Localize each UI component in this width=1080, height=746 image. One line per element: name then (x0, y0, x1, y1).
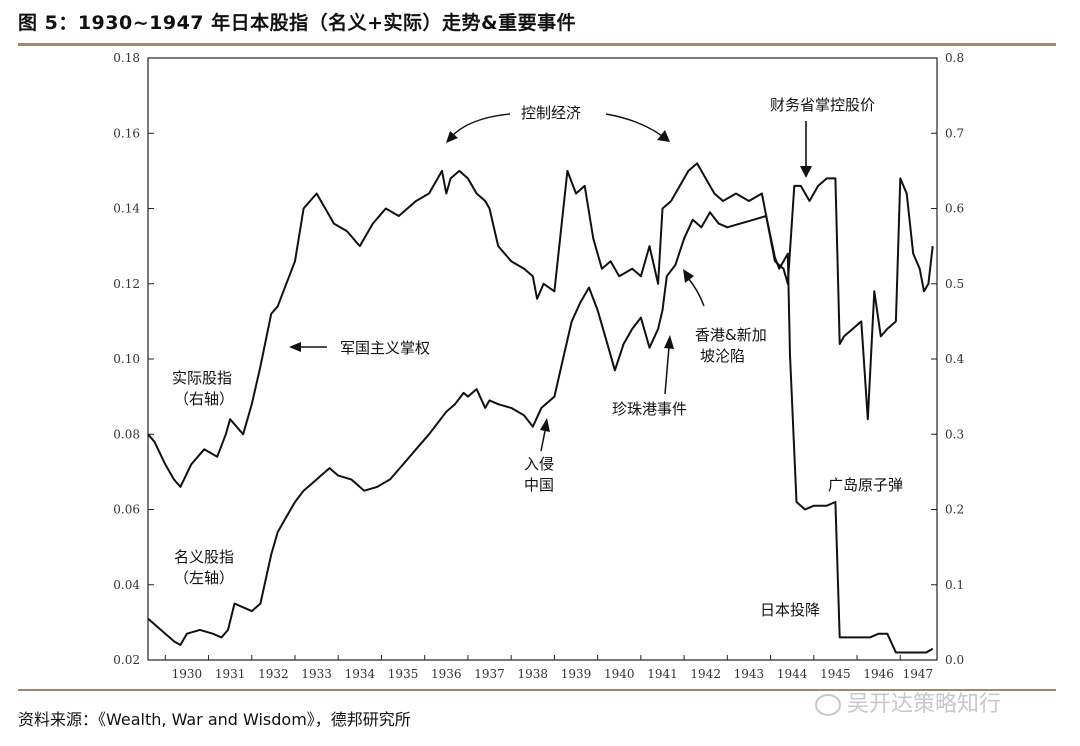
annotation-hk-line2: 坡沦陷 (700, 347, 745, 365)
series-line-real-index (147, 162, 934, 488)
arrow-hk (687, 277, 705, 307)
x-tick-label: 1941 (647, 667, 678, 681)
right-tick-label: 0.7 (945, 126, 964, 140)
arrowhead-control-right (657, 130, 670, 142)
x-tick-label: 1934 (345, 667, 376, 681)
left-tick-label: 0.18 (113, 51, 140, 65)
wechat-icon (815, 694, 841, 716)
annotation-invade-line2: 中国 (524, 476, 554, 494)
right-tick-label: 0.5 (945, 277, 964, 291)
source-note: 资料来源：《Wealth, War and Wisdom》，德邦研究所 (18, 710, 411, 729)
footer-divider (18, 689, 1056, 691)
x-tick-label: 1933 (301, 667, 332, 681)
annotation-hiroshima: 广岛原子弹 (828, 476, 903, 494)
right-tick-label: 0.3 (945, 427, 964, 441)
arrowhead-mof (800, 166, 812, 178)
right-tick-label: 0.0 (945, 653, 964, 667)
title-divider (18, 43, 1056, 46)
x-tick-label: 1931 (215, 667, 246, 681)
label-real-index-line2: （右轴） (174, 390, 234, 408)
annotation-control-economy: 控制经济 (521, 104, 581, 122)
plot-frame (147, 57, 938, 661)
x-tick-label: 1935 (388, 667, 419, 681)
arrow-control-right (605, 113, 663, 137)
x-tick-label: 1945 (820, 667, 851, 681)
right-tick-label: 0.2 (945, 503, 964, 517)
watermark-text: 吴开达策略知行 (847, 692, 1002, 717)
right-tick-label: 0.4 (945, 352, 964, 366)
annotation-surrender: 日本投降 (760, 601, 820, 619)
arrow-pearl (664, 346, 670, 395)
x-tick-label: 1943 (734, 667, 765, 681)
series-line-nominal-index (147, 211, 934, 654)
right-tick-label: 0.1 (945, 578, 964, 592)
left-tick-label: 0.16 (113, 126, 140, 140)
x-tick-label: 1937 (474, 667, 505, 681)
x-tick-label: 1944 (777, 667, 808, 681)
watermark: 吴开达策略知行 (815, 686, 1001, 718)
arrow-control-left (451, 113, 511, 137)
chart-title: 图 5：1930~1947 年日本股指（名义+实际）走势&重要事件 (18, 12, 577, 34)
x-tick-label: 1932 (258, 667, 289, 681)
left-tick-label: 0.02 (113, 653, 140, 667)
arrowhead-militarist (289, 342, 301, 352)
label-nominal-index-line2: （左轴） (174, 569, 234, 587)
annotation-invade-line1: 入侵 (524, 455, 554, 473)
annotation-militarist: 军国主义掌权 (340, 339, 430, 357)
x-tick-label: 1930 (172, 667, 203, 681)
label-real-index-line1: 实际股指 (172, 369, 232, 387)
x-tick-label: 1936 (431, 667, 462, 681)
left-tick-label: 0.10 (113, 352, 140, 366)
x-tick-label: 1946 (863, 667, 894, 681)
arrowhead-invade (540, 418, 550, 432)
right-tick-label: 0.6 (945, 202, 964, 216)
right-tick-label: 0.8 (945, 51, 964, 65)
annotation-mof: 财务省掌控股价 (770, 96, 875, 114)
x-tick-label: 1947 (903, 667, 934, 681)
arrowhead-pearl (664, 335, 674, 349)
arrowhead-control-left (446, 131, 458, 143)
x-tick-label: 1939 (561, 667, 592, 681)
annotation-pearl-harbor: 珍珠港事件 (612, 400, 687, 418)
label-nominal-index-line1: 名义股指 (174, 548, 234, 566)
left-tick-label: 0.08 (113, 427, 140, 441)
left-tick-label: 0.12 (113, 277, 140, 291)
x-tick-label: 1938 (517, 667, 548, 681)
x-tick-label: 1942 (690, 667, 721, 681)
arrowhead-hk (683, 269, 694, 283)
x-tick-label: 1940 (604, 667, 635, 681)
arrow-invade (540, 430, 546, 452)
left-tick-label: 0.06 (113, 503, 140, 517)
left-tick-label: 0.14 (113, 202, 140, 216)
left-tick-label: 0.04 (113, 578, 140, 592)
annotation-hk-line1: 香港&新加 (695, 326, 767, 344)
